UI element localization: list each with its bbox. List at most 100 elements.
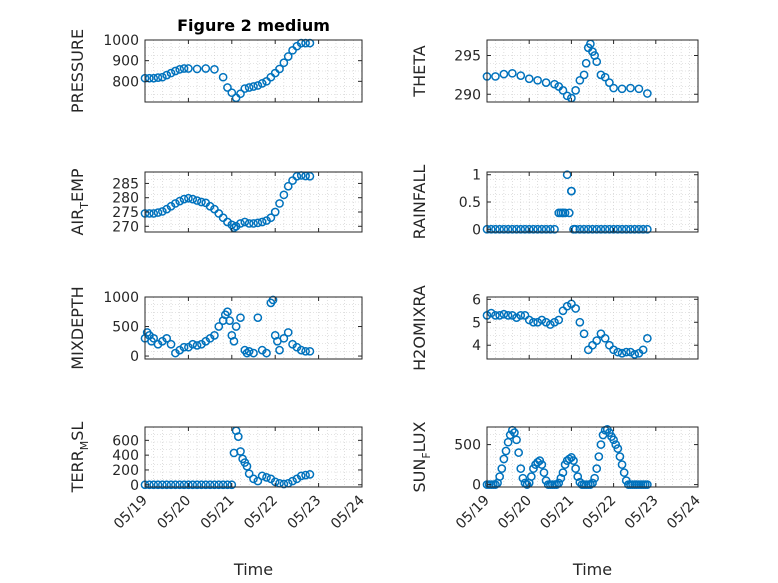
x-tick-label: 05/22 <box>580 493 620 533</box>
data-point <box>592 224 602 234</box>
data-point <box>149 73 159 83</box>
y-tick-label: 280 <box>112 191 139 207</box>
data-point <box>249 348 258 358</box>
y-axis-label: THETA <box>410 45 429 97</box>
axes-box <box>486 296 699 360</box>
data-point <box>184 193 193 203</box>
data-point <box>166 480 176 490</box>
subplot-2: 290 295 THETA <box>410 39 699 103</box>
data-point <box>617 84 627 94</box>
data-point <box>512 313 521 323</box>
data-point <box>166 68 176 78</box>
data-point <box>537 315 547 325</box>
x-tick-label: 05/21 <box>537 493 577 533</box>
data-point <box>162 480 172 490</box>
data-point <box>605 224 614 234</box>
data-point <box>516 311 526 320</box>
data-point <box>266 213 276 223</box>
y-axis-label: H2OMIXRA <box>410 285 429 371</box>
data-point <box>575 224 585 234</box>
data-point <box>609 345 618 355</box>
data-point <box>609 83 618 93</box>
data-point <box>550 224 559 234</box>
data-point <box>550 79 559 89</box>
data-point <box>638 224 648 234</box>
subplot-4: 0 0.5 1 RAINFALL <box>410 165 699 239</box>
data-point <box>583 224 593 234</box>
data-point <box>592 464 602 473</box>
data-point <box>210 480 219 490</box>
data-point <box>505 430 515 440</box>
data-point <box>223 83 232 92</box>
data-point <box>626 347 635 357</box>
data-point <box>518 473 528 483</box>
data-point <box>600 224 610 234</box>
data-point <box>520 224 530 234</box>
x-tick-label: 05/23 <box>285 493 325 533</box>
data-point <box>571 304 580 313</box>
data-point <box>507 224 517 234</box>
data-point <box>643 480 652 489</box>
data-point <box>288 476 297 486</box>
data-point <box>275 64 284 74</box>
data-point <box>214 480 224 490</box>
data-point <box>253 313 263 323</box>
data-point <box>240 217 250 227</box>
x-tick-label: 05/20 <box>495 493 535 533</box>
data-point <box>236 89 245 99</box>
data-point <box>516 71 526 81</box>
data-point <box>305 346 315 356</box>
data-point <box>617 224 627 234</box>
data-point <box>529 317 538 327</box>
data-point <box>225 316 234 325</box>
data-point <box>153 73 163 82</box>
data-point <box>296 471 306 481</box>
data-point <box>619 468 629 477</box>
data-point <box>279 190 289 200</box>
data-point <box>491 72 500 81</box>
data-point <box>533 224 542 234</box>
data-point <box>218 72 228 82</box>
data-point <box>279 479 289 489</box>
data-point <box>227 480 237 490</box>
x-tick-label: 05/24 <box>664 492 704 532</box>
data-point <box>201 64 211 73</box>
data-series <box>140 171 315 233</box>
data-point <box>586 480 595 489</box>
data-point <box>158 480 167 490</box>
x-tick-label: 05/19 <box>453 493 493 533</box>
subplot-5: 0 500 1000 MIXDEPTH <box>68 286 363 370</box>
subplot-1: 800 900 1000 PRESSURE Figure 2 medium <box>68 16 363 113</box>
data-point <box>210 64 219 74</box>
data-point <box>643 333 652 343</box>
y-tick-label: 285 <box>112 176 139 192</box>
data-point <box>533 75 542 85</box>
data-point <box>575 317 585 327</box>
y-tick-label: 0 <box>472 222 481 238</box>
data-point <box>262 473 271 482</box>
data-point <box>560 208 570 218</box>
data-point <box>175 196 185 206</box>
data-point <box>634 84 644 94</box>
data-point <box>514 448 524 457</box>
data-point <box>192 64 202 74</box>
data-point <box>153 480 163 490</box>
data-point <box>581 58 591 68</box>
data-point <box>516 464 526 473</box>
data-point <box>503 224 513 234</box>
data-point <box>615 452 625 461</box>
data-point <box>175 480 185 490</box>
y-tick-label: 5 <box>472 315 481 331</box>
y-tick-label: 6 <box>472 292 481 308</box>
data-point <box>283 328 293 337</box>
data-point <box>197 480 206 490</box>
data-point <box>643 224 652 234</box>
data-point <box>179 480 189 490</box>
y-tick-label: 500 <box>454 438 481 454</box>
data-point <box>223 307 232 317</box>
x-tick-label: 05/21 <box>198 493 238 533</box>
data-point <box>171 199 180 208</box>
y-tick-label: 1000 <box>103 290 139 306</box>
data-point <box>594 452 604 461</box>
